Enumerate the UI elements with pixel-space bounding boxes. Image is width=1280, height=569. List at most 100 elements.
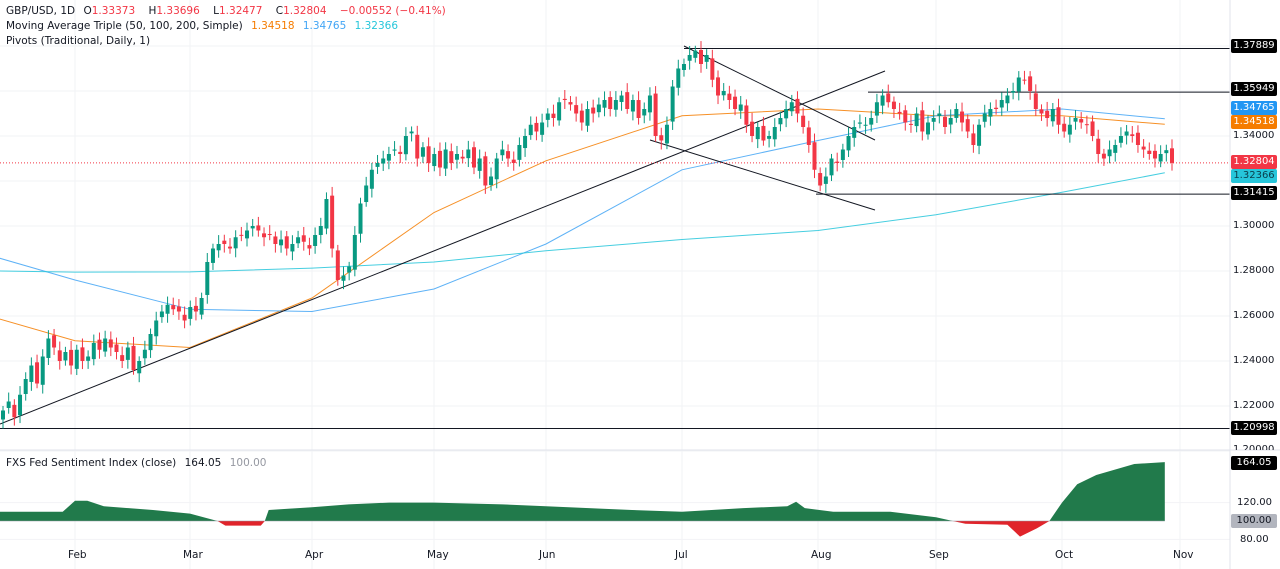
candle-body xyxy=(687,55,692,61)
candle xyxy=(148,328,153,358)
candle xyxy=(420,142,425,163)
trendline-drawings[interactable] xyxy=(0,45,886,425)
candle xyxy=(1152,144,1157,168)
candle xyxy=(341,266,346,290)
candle-body xyxy=(835,161,840,163)
candle-body xyxy=(1113,145,1118,153)
candle xyxy=(69,340,74,375)
candle-body xyxy=(727,93,732,100)
candle xyxy=(290,235,295,261)
candle-body xyxy=(262,233,267,238)
candle xyxy=(863,117,868,134)
candle-body xyxy=(1022,79,1027,81)
candle-body xyxy=(664,124,669,144)
candle-body xyxy=(74,349,79,369)
candle xyxy=(120,346,125,369)
candle-body xyxy=(381,158,386,164)
ma50-line xyxy=(0,108,1165,349)
candle xyxy=(716,70,721,105)
candle-body xyxy=(347,266,352,273)
ascending-trendline[interactable] xyxy=(0,70,886,425)
candle-body xyxy=(874,102,879,116)
pivots-legend[interactable]: Pivots (Traditional, Daily, 1) xyxy=(6,35,155,47)
candle-body xyxy=(449,151,454,163)
candle xyxy=(761,116,766,146)
symbol-legend: GBP/USD, 1D O1.33373 H1.33696 L1.32477 C… xyxy=(6,5,446,17)
candle xyxy=(1084,115,1089,134)
candle xyxy=(18,386,23,424)
candle xyxy=(596,97,601,118)
candle-body xyxy=(863,124,868,126)
candle xyxy=(733,89,738,116)
candle-body xyxy=(1084,124,1089,126)
indicator-legend[interactable]: FXS Fed Sentiment Index (close) 164.05 1… xyxy=(6,457,271,469)
candle xyxy=(29,357,34,391)
candle xyxy=(517,137,522,167)
candle-body xyxy=(534,122,539,132)
candle-body xyxy=(301,235,306,242)
candle xyxy=(154,311,159,345)
ma-legend[interactable]: Moving Average Triple (50, 100, 200, Sim… xyxy=(6,20,403,32)
candle xyxy=(681,58,686,77)
candle-body xyxy=(710,58,715,80)
candle xyxy=(301,226,306,251)
candle-body xyxy=(619,95,624,102)
candle-body xyxy=(165,304,170,314)
candle xyxy=(755,122,760,149)
price-axis-label: 1.24000 xyxy=(1233,355,1275,366)
candle xyxy=(528,116,533,140)
candle xyxy=(466,140,471,168)
time-axis-label: Nov xyxy=(1173,549,1194,561)
candle xyxy=(1073,110,1078,130)
descending-channel-upper[interactable] xyxy=(683,45,876,141)
candle xyxy=(767,130,772,148)
candle-body xyxy=(994,107,999,109)
candle xyxy=(210,243,215,270)
candle-body xyxy=(239,234,244,236)
candle-body xyxy=(35,362,40,384)
candle xyxy=(12,399,17,426)
candle xyxy=(943,110,948,135)
candle xyxy=(534,116,539,141)
candle xyxy=(279,230,284,253)
candle-body xyxy=(1,410,5,420)
candle xyxy=(670,79,675,130)
candle xyxy=(358,197,363,243)
candle-body xyxy=(12,404,17,418)
candle xyxy=(676,59,681,96)
candle-body xyxy=(182,314,187,321)
descending-channel-lower[interactable] xyxy=(649,139,876,211)
candle xyxy=(891,96,896,118)
candle xyxy=(437,142,442,177)
candle xyxy=(823,167,828,193)
candle-body xyxy=(415,134,420,159)
candle xyxy=(80,338,85,370)
candle-body xyxy=(1124,131,1129,136)
candle-body xyxy=(86,356,91,361)
candle-body xyxy=(977,124,982,146)
candle xyxy=(318,217,323,244)
candle xyxy=(710,49,715,88)
candle-body xyxy=(943,116,948,127)
candle-body xyxy=(857,122,862,124)
candle xyxy=(1096,129,1101,163)
candle xyxy=(245,222,250,247)
candle-body xyxy=(432,154,437,167)
candle xyxy=(369,162,374,198)
candle xyxy=(262,227,267,247)
candles xyxy=(1,41,1174,429)
candle xyxy=(103,330,108,357)
candle xyxy=(880,89,885,115)
candle xyxy=(608,91,613,117)
candle-body xyxy=(1056,107,1061,125)
candle xyxy=(57,341,62,370)
candle xyxy=(97,332,102,359)
ma200-line xyxy=(0,172,1165,273)
candle-body xyxy=(114,344,119,352)
candle-body xyxy=(52,335,57,348)
indicator-value: 164.05 xyxy=(184,457,222,469)
candle xyxy=(789,94,794,117)
candle-body xyxy=(670,86,675,122)
symbol-name: GBP/USD, 1D xyxy=(6,5,76,17)
